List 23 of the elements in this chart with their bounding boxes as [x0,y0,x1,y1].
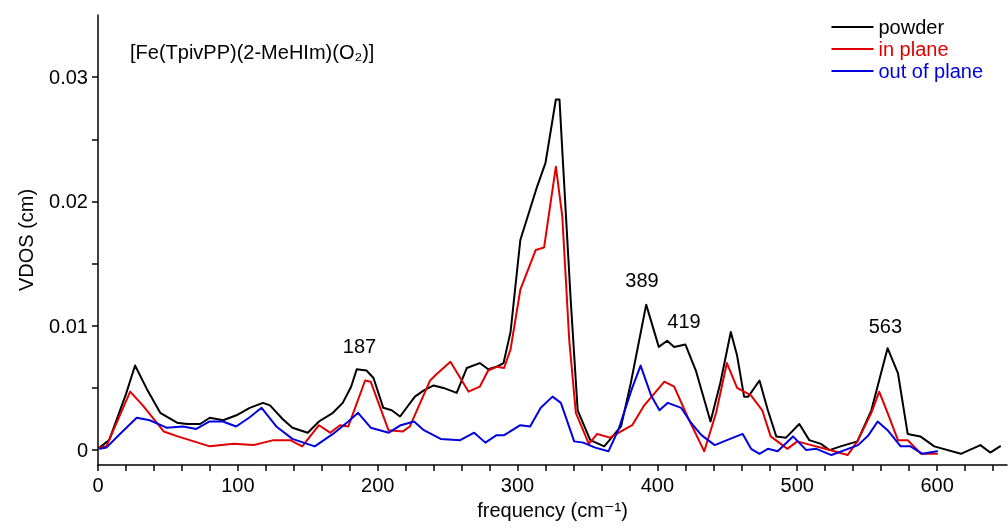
x-tick-label: 600 [920,474,954,496]
line-series [98,364,939,457]
annotation: 563 [868,315,903,338]
legend-label: powder [878,16,945,38]
y-tick-label: 0.01 [49,314,88,337]
x-axis-title: frequency (cm⁻¹) [477,498,628,521]
annotation: [Fe(TpivPP)(2-MeHIm)(O₂)] [130,41,375,63]
legend-label: in plane [878,38,949,60]
y-tick-label: 0.02 [49,190,88,213]
annotation: 389 [625,269,659,292]
x-tick-label: 0 [92,474,104,496]
legend-label: out of plane [878,60,983,82]
line-series [98,165,939,457]
y-axis-title: VDOS (cm) [15,188,37,292]
annotation: 419 [667,310,701,333]
x-tick-label: 100 [221,474,255,496]
x-tick-label: 300 [500,474,535,496]
x-tick-label: 500 [780,474,814,496]
y-tick-label: 0.03 [49,66,88,89]
x-tick-label: 400 [640,474,675,496]
y-tick-label: 0 [76,439,88,462]
annotation: 187 [342,335,377,358]
x-tick-label: 200 [361,474,395,496]
